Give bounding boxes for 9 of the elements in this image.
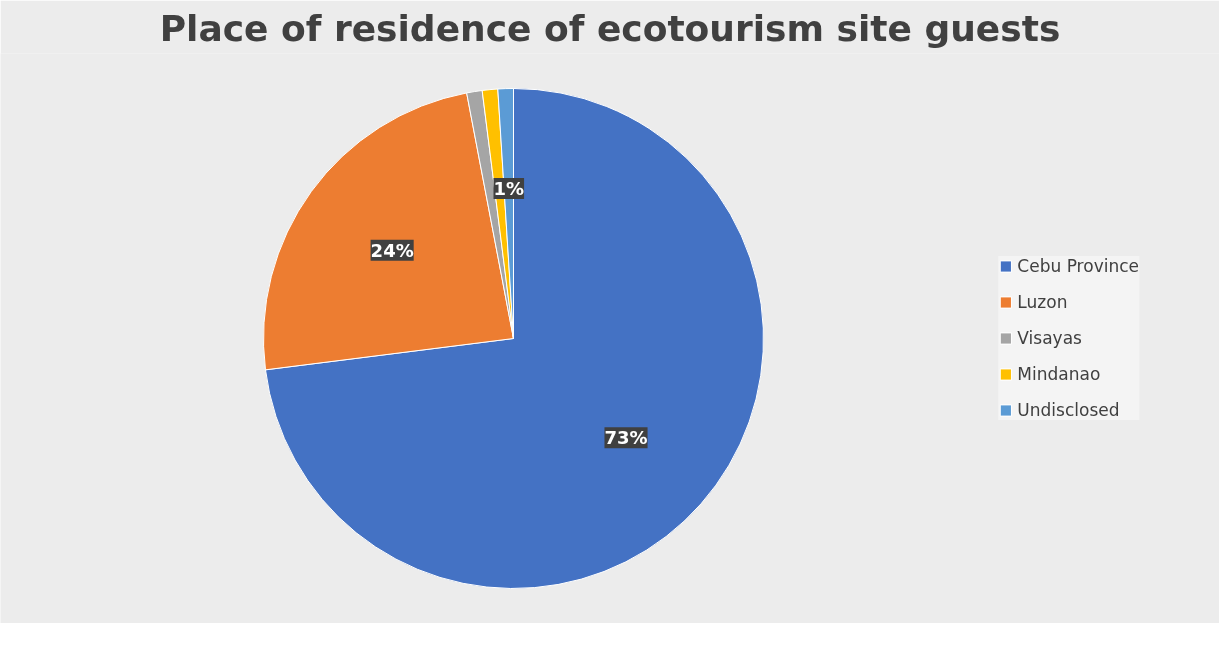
data-label: 1% xyxy=(493,178,525,200)
legend-label: Visayas xyxy=(1017,328,1082,348)
legend-label: Mindanao xyxy=(1017,364,1101,384)
chart-title: Place of residence of ecotourism site guests xyxy=(159,7,1061,49)
data-label: 73% xyxy=(604,427,648,449)
legend-label: Luzon xyxy=(1017,292,1068,312)
data-label: 24% xyxy=(370,239,414,261)
legend-label: Cebu Province xyxy=(1017,256,1139,276)
legend-label: Undisclosed xyxy=(1017,400,1120,420)
